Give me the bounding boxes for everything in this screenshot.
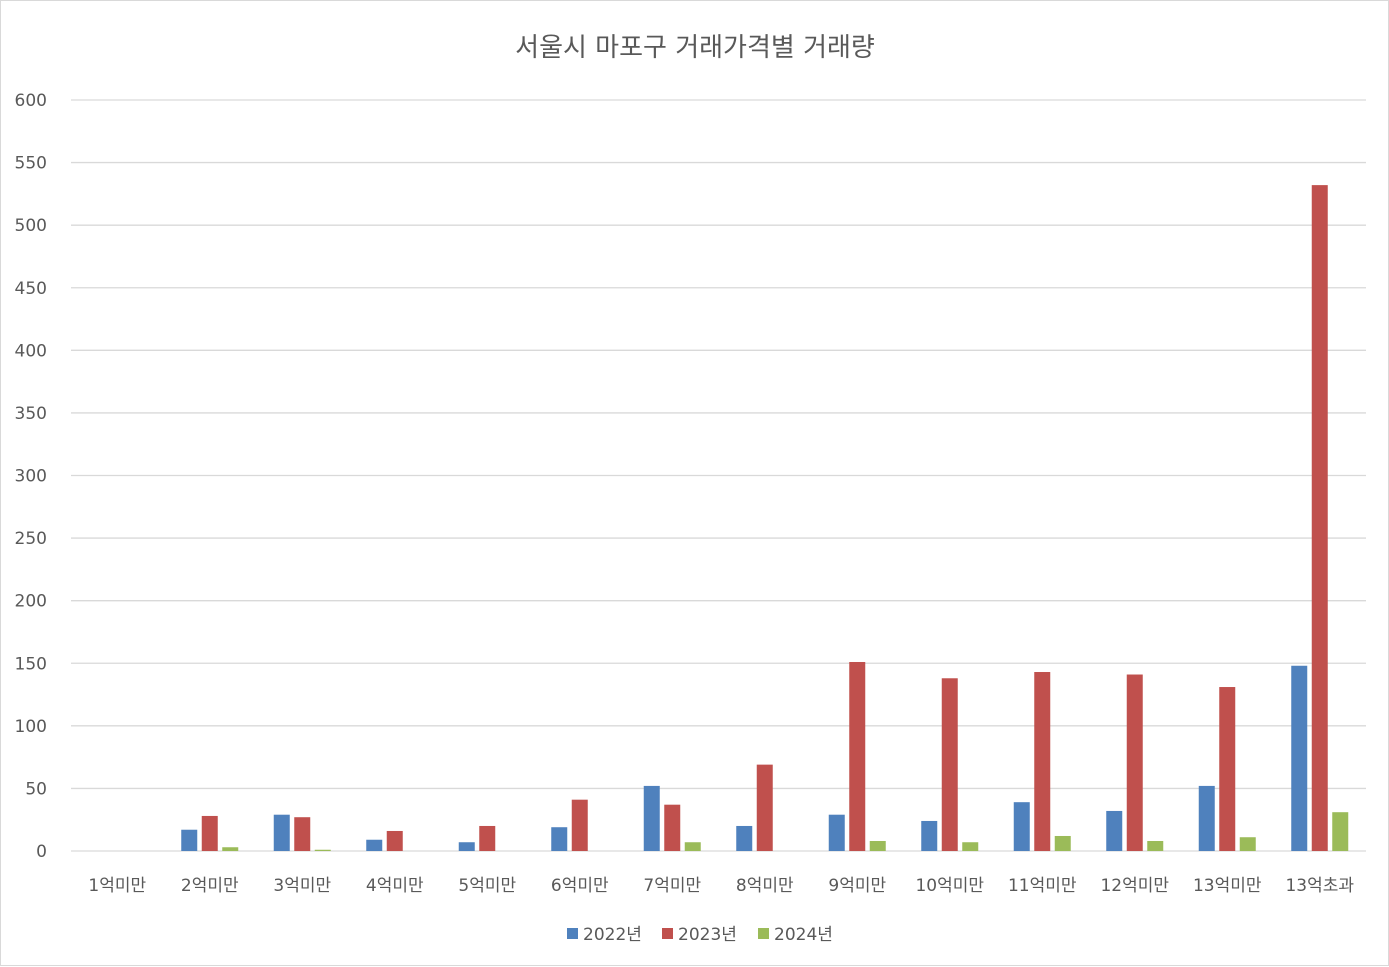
bar <box>1106 810 1123 851</box>
bar <box>551 827 568 851</box>
x-tick-label: 13억미만 <box>1193 876 1262 896</box>
bar <box>941 678 958 851</box>
bar <box>314 849 331 851</box>
x-tick-label: 13억초과 <box>1285 876 1354 896</box>
x-tick-label: 10억미만 <box>915 876 984 896</box>
legend-label: 2022년 <box>583 925 642 945</box>
bar <box>1054 835 1071 851</box>
bar <box>386 830 403 851</box>
y-tick-label: 50 <box>25 779 47 799</box>
bar <box>1126 674 1143 851</box>
y-tick-label: 350 <box>15 404 47 424</box>
bar <box>1147 840 1164 851</box>
bar <box>571 799 588 851</box>
x-tick-label: 7억미만 <box>643 876 701 896</box>
x-axis-ticks: 1억미만 2억미만 3억미만 4억미만 5억미만 6억미만 7억미만 8억미만 9억미만 10억미… <box>88 876 1354 896</box>
bar <box>273 814 290 851</box>
legend-label: 2023년 <box>678 925 737 945</box>
bar <box>1013 802 1030 851</box>
y-tick-label: 450 <box>15 279 47 299</box>
bar <box>664 804 681 851</box>
legend: 2022년 2023년 2024년 <box>567 925 833 945</box>
legend-label: 2024년 <box>774 925 833 945</box>
x-tick-label: 11억미만 <box>1008 876 1077 896</box>
bar <box>684 842 701 851</box>
bar <box>1034 672 1051 851</box>
bar <box>962 842 979 851</box>
bar <box>921 820 938 851</box>
bar <box>1198 785 1215 851</box>
legend-swatch <box>662 928 673 939</box>
bar <box>869 840 886 851</box>
bar <box>201 815 218 851</box>
bar <box>294 817 311 851</box>
bar <box>458 842 475 851</box>
y-tick-label: 200 <box>15 592 47 612</box>
bar <box>181 829 198 851</box>
bar-series <box>181 185 1349 851</box>
y-tick-label: 300 <box>15 467 47 487</box>
x-tick-label: 1억미만 <box>88 876 146 896</box>
bar <box>736 825 753 851</box>
x-tick-label: 12억미만 <box>1100 876 1169 896</box>
bar <box>1311 185 1328 851</box>
bar <box>828 814 845 851</box>
y-tick-label: 250 <box>15 529 47 549</box>
y-axis-ticks: 0 50 100 150 200 250 300 350 400 450 500 550 600 <box>15 91 47 862</box>
bar <box>222 847 239 851</box>
x-tick-label: 9억미만 <box>828 876 886 896</box>
bar <box>756 764 773 851</box>
x-tick-label: 2억미만 <box>181 876 239 896</box>
bar <box>479 825 496 851</box>
bar <box>1219 687 1236 851</box>
x-tick-label: 5억미만 <box>458 876 516 896</box>
bar <box>366 839 383 851</box>
x-tick-label: 3억미만 <box>273 876 331 896</box>
y-tick-label: 150 <box>15 654 47 674</box>
legend-swatch <box>758 928 769 939</box>
legend-swatch <box>567 928 578 939</box>
y-tick-label: 600 <box>15 91 47 111</box>
y-tick-label: 500 <box>15 216 47 236</box>
y-tick-label: 550 <box>15 154 47 174</box>
x-tick-label: 4억미만 <box>366 876 424 896</box>
gridlines <box>71 99 1366 852</box>
bar <box>1291 665 1308 851</box>
x-tick-label: 6억미만 <box>551 876 609 896</box>
y-tick-label: 400 <box>15 341 47 361</box>
y-tick-label: 100 <box>15 717 47 737</box>
bar <box>643 785 660 851</box>
y-tick-label: 0 <box>36 842 47 862</box>
chart-title: 서울시 마포구 거래가격별 거래량 <box>515 33 875 63</box>
bar <box>1332 812 1349 851</box>
bar <box>849 661 866 851</box>
x-tick-label: 8억미만 <box>736 876 794 896</box>
bar <box>1239 837 1256 851</box>
